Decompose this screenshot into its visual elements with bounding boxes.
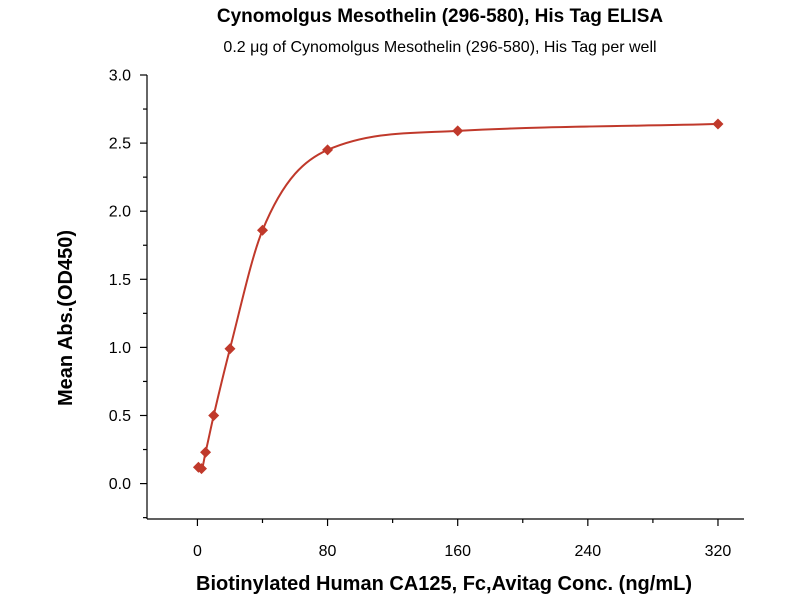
x-axis-label: Biotinylated Human CA125, Fc,Avitag Conc… (196, 573, 692, 595)
data-point-diamond (256, 224, 268, 236)
y-tick-label: 0.0 (109, 476, 131, 493)
data-point-diamond (208, 409, 220, 421)
data-point-diamond (200, 446, 212, 458)
x-tick-label: 160 (444, 543, 471, 560)
x-tick-label: 80 (319, 543, 337, 560)
chart-subtitle: 0.2 μg of Cynomolgus Mesothelin (296-580… (223, 39, 656, 56)
y-tick-label: 1.0 (109, 340, 131, 357)
data-point-diamond (224, 343, 236, 355)
fit-curve (198, 123, 718, 470)
y-axis-ticks: 0.0 0.5 1.0 1.5 2.0 2.5 3.0 (109, 68, 147, 519)
data-point-diamond (712, 118, 724, 130)
x-axis-ticks: 0 80 160 240 320 (193, 519, 731, 560)
data-point-diamond (322, 144, 334, 156)
x-tick-label: 320 (705, 543, 732, 560)
y-tick-label: 2.0 (109, 204, 131, 221)
y-tick-label: 2.5 (109, 136, 131, 153)
data-point-diamond (195, 463, 207, 475)
chart-title: Cynomolgus Mesothelin (296-580), His Tag… (217, 6, 664, 27)
x-tick-label: 240 (574, 543, 601, 560)
y-tick-label: 0.5 (109, 408, 131, 425)
data-point-diamond (452, 125, 464, 137)
x-tick-label: 0 (193, 543, 202, 560)
axes (146, 75, 744, 520)
y-tick-label: 3.0 (109, 68, 131, 85)
data-points (192, 118, 724, 475)
y-tick-label: 1.5 (109, 272, 131, 289)
y-axis-label: Mean Abs.(OD450) (55, 230, 77, 406)
